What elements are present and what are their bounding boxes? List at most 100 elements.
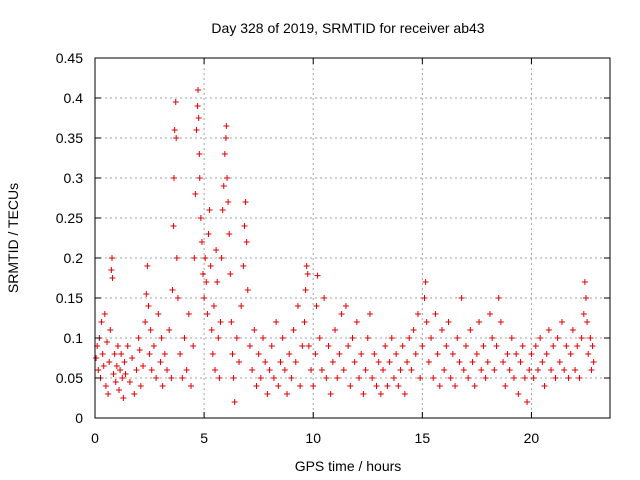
data-point [345, 343, 352, 349]
data-point [401, 391, 408, 397]
data-point [207, 263, 214, 269]
data-point [574, 343, 581, 349]
data-point [122, 371, 129, 377]
data-point [449, 351, 456, 357]
data-point [482, 375, 489, 381]
data-point [133, 367, 140, 373]
data-point [119, 375, 126, 381]
data-point [202, 255, 209, 261]
data-point [395, 383, 402, 389]
y-tick-labels: 0 0.05 0.1 0.15 0.2 0.25 0.3 0.35 0.4 0.45 [56, 50, 83, 426]
data-point [422, 279, 429, 285]
data-point [445, 319, 452, 325]
data-point [366, 311, 373, 317]
data-point [456, 359, 463, 365]
data-point [590, 359, 597, 365]
data-point [406, 335, 413, 341]
data-point [327, 391, 334, 397]
data-point [118, 351, 125, 357]
data-point [534, 367, 541, 373]
axis-ticks [94, 57, 610, 419]
data-point [105, 391, 112, 397]
data-point [140, 363, 147, 369]
data-point [390, 375, 397, 381]
data-point [292, 359, 299, 365]
data-point [380, 367, 387, 373]
data-point [196, 175, 203, 181]
data-point [93, 355, 100, 361]
data-point [109, 255, 116, 261]
data-point [316, 335, 323, 341]
data-point [513, 351, 520, 357]
data-point [183, 367, 190, 373]
data-point [210, 303, 217, 309]
data-point [421, 295, 428, 301]
data-point [266, 367, 273, 373]
data-point [500, 359, 507, 365]
data-point [428, 335, 435, 341]
x-tick-labels: 0 5 10 15 20 [91, 430, 539, 446]
data-point [580, 311, 587, 317]
data-point [318, 367, 325, 373]
data-point [136, 347, 143, 353]
data-point [168, 375, 175, 381]
data-point [384, 383, 391, 389]
data-point [308, 367, 315, 373]
y-tick-label: 0.3 [64, 170, 84, 186]
data-point [144, 263, 151, 269]
data-point [454, 335, 461, 341]
data-point [393, 351, 400, 357]
data-point [157, 359, 164, 365]
data-point [213, 247, 220, 253]
data-point [539, 359, 546, 365]
y-axis-label: SRMTID / TECUs [5, 183, 21, 293]
data-point [196, 151, 203, 157]
data-point [288, 375, 295, 381]
data-point [126, 379, 133, 385]
data-point [441, 367, 448, 373]
data-point [419, 343, 426, 349]
data-point [550, 343, 557, 349]
data-point [467, 327, 474, 333]
data-point [169, 287, 176, 293]
data-point [197, 215, 204, 221]
data-point [502, 383, 509, 389]
data-point [170, 223, 177, 229]
data-point [314, 272, 321, 279]
data-point [521, 375, 528, 381]
data-point [181, 335, 188, 341]
data-point [236, 359, 243, 365]
data-point [554, 335, 561, 341]
data-point [478, 367, 485, 373]
data-point [198, 239, 205, 245]
data-point [332, 327, 339, 333]
data-point [508, 335, 515, 341]
data-point [561, 367, 568, 373]
data-point [497, 319, 504, 325]
data-point [251, 327, 258, 333]
data-point [336, 351, 343, 357]
data-point [173, 255, 180, 261]
data-point [371, 351, 378, 357]
data-point [438, 327, 445, 333]
data-point [242, 199, 249, 205]
data-point [223, 123, 230, 129]
data-point [273, 319, 280, 325]
y-tick-label: 0.05 [56, 370, 83, 386]
data-point [572, 367, 579, 373]
data-point [206, 207, 213, 213]
data-point [137, 383, 144, 389]
data-point [173, 135, 180, 141]
data-point [111, 351, 118, 357]
data-point [360, 391, 367, 397]
data-point [347, 383, 354, 389]
data-point [244, 287, 251, 293]
data-point [188, 383, 195, 389]
y-tick-label: 0.4 [64, 90, 84, 106]
data-point [114, 343, 121, 349]
data-point [270, 375, 277, 381]
data-point [150, 343, 157, 349]
data-point [338, 311, 345, 317]
data-point [358, 351, 365, 357]
data-point [204, 311, 211, 317]
